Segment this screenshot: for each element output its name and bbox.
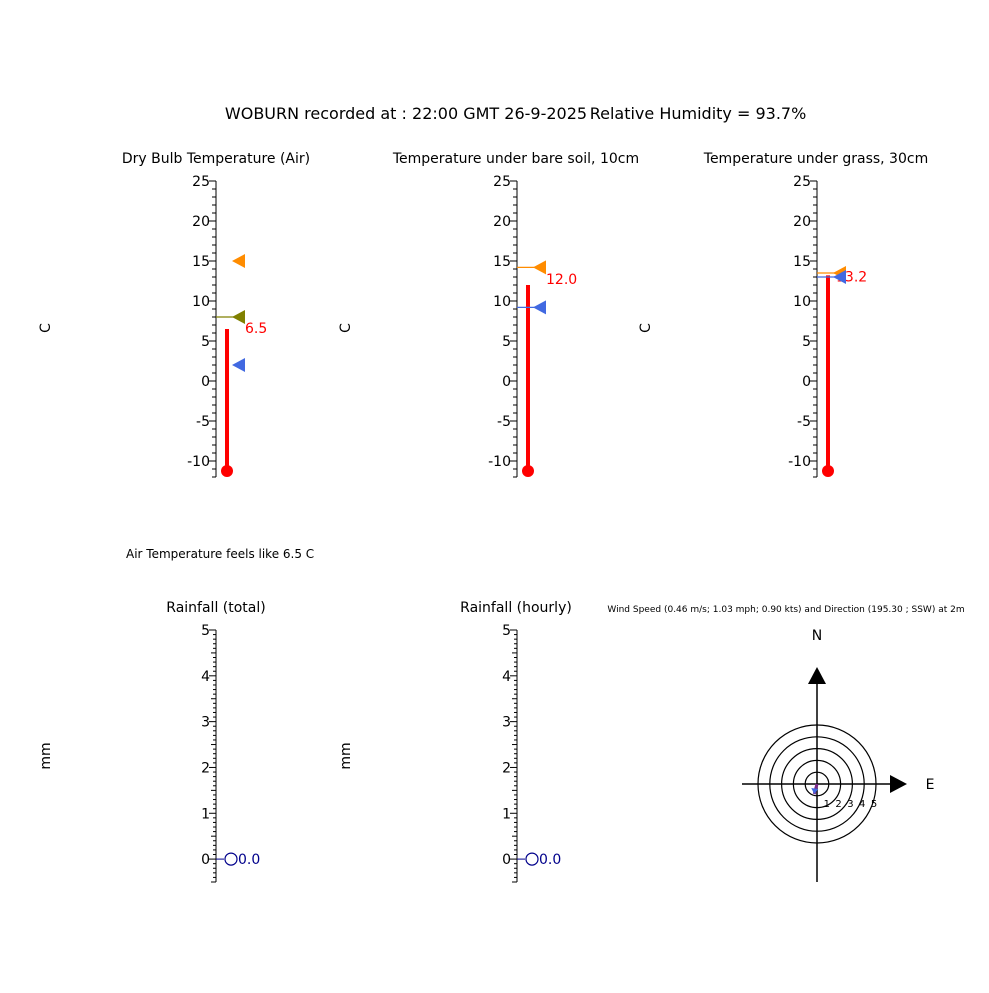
- mercury-bulb: [221, 465, 233, 477]
- panel-title: Dry Bulb Temperature (Air): [122, 151, 310, 167]
- tick-label: 25: [793, 174, 811, 190]
- tick-label: 4: [201, 669, 210, 685]
- tick-label: 20: [793, 214, 811, 230]
- tick-label: 0: [502, 374, 511, 390]
- rain-value-label: 0.0: [238, 852, 260, 868]
- wind-vector-head: [811, 788, 819, 795]
- east-arrow: [890, 775, 907, 793]
- current-value-label: 12.0: [546, 272, 577, 288]
- ring-label: 1: [824, 799, 830, 810]
- tick-label: 5: [502, 334, 511, 350]
- panel-title: Rainfall (hourly): [460, 600, 572, 616]
- wind-rose-panel: Wind Speed (0.46 m/s; 1.03 mph; 0.90 kts…: [607, 605, 965, 882]
- tick-label: 3: [502, 715, 511, 731]
- tick-label: -5: [196, 414, 210, 430]
- tick-label: -10: [187, 454, 210, 470]
- y-axis-label: mm: [38, 742, 54, 769]
- tick-label: 3: [201, 715, 210, 731]
- rain-level-marker: [224, 852, 238, 866]
- tick-label: 0: [802, 374, 811, 390]
- tick-label: -5: [497, 414, 511, 430]
- rainfall-hourly-panel: Rainfall (hourly) mm 0 1 2 3 4 5 0.0: [338, 600, 572, 883]
- tick-label: 1: [201, 806, 210, 822]
- tick-label: 10: [493, 294, 511, 310]
- rain-level-marker: [525, 852, 539, 866]
- panel-title: Temperature under grass, 30cm: [703, 151, 928, 167]
- tick-label: 0: [201, 852, 210, 868]
- min-marker: [232, 358, 245, 372]
- tick-label: 25: [493, 174, 511, 190]
- y-axis-label: mm: [338, 742, 354, 769]
- panel-title: Temperature under bare soil, 10cm: [392, 151, 639, 167]
- tick-label: 20: [192, 214, 210, 230]
- north-arrow: [808, 667, 826, 684]
- tick-label: 0: [502, 852, 511, 868]
- thermometer-grass-30cm-panel: Temperature under grass, 30cm C -10 -5 0 5 10 1…: [638, 151, 928, 478]
- tick-label: 15: [493, 254, 511, 270]
- ring-label: 3: [847, 799, 853, 810]
- y-axis-label: C: [338, 323, 354, 333]
- tick-label: 1: [502, 806, 511, 822]
- east-label: E: [926, 777, 935, 793]
- tick-label: 10: [192, 294, 210, 310]
- ring-label: 5: [871, 799, 877, 810]
- feels-like-text: Air Temperature feels like 6.5 C: [126, 547, 314, 561]
- tick-label: 2: [502, 760, 511, 776]
- min-marker: [833, 270, 846, 284]
- y-axis-label: C: [638, 323, 654, 333]
- wind-title: Wind Speed (0.46 m/s; 1.03 mph; 0.90 kts…: [607, 605, 964, 615]
- tick-label: 20: [493, 214, 511, 230]
- tick-label: -5: [797, 414, 811, 430]
- max-marker: [533, 260, 546, 275]
- tick-label: 15: [192, 254, 210, 270]
- min-marker: [533, 300, 546, 315]
- panel-title: Rainfall (total): [166, 600, 265, 616]
- mercury-bulb: [522, 465, 534, 477]
- thermometer-soil-10cm-panel: Temperature under bare soil, 10cm C -10 -5 0…: [338, 151, 639, 478]
- thermometer-air-panel: Dry Bulb Temperature (Air) C -10 -5 0 5 10 15 20…: [38, 151, 310, 478]
- tick-label: 25: [192, 174, 210, 190]
- y-axis-label: C: [38, 323, 54, 333]
- current-value-label: 6.5: [245, 321, 267, 337]
- tick-label: -10: [788, 454, 811, 470]
- rainfall-total-panel: Rainfall (total) mm 0 1 2 3 4 5 0.0: [38, 600, 266, 883]
- tick-label: 5: [502, 623, 511, 639]
- rain-value-label: 0.0: [539, 852, 561, 868]
- max-marker: [232, 254, 245, 268]
- ring-label: 2: [835, 799, 841, 810]
- humidity-title: Relative Humidity = 93.7%: [590, 104, 807, 123]
- north-label: N: [812, 628, 822, 644]
- ring-label: 4: [859, 799, 865, 810]
- tick-label: 15: [793, 254, 811, 270]
- tick-label: 2: [201, 760, 210, 776]
- mercury-bulb: [822, 465, 834, 477]
- station-title: WOBURN recorded at : 22:00 GMT 26-9-2025: [225, 104, 587, 123]
- tick-label: -10: [488, 454, 511, 470]
- tick-label: 5: [201, 623, 210, 639]
- tick-label: 4: [502, 669, 511, 685]
- dew-marker: [232, 310, 245, 324]
- tick-label: 5: [201, 334, 210, 350]
- tick-label: 0: [201, 374, 210, 390]
- tick-label: 5: [802, 334, 811, 350]
- tick-label: 10: [793, 294, 811, 310]
